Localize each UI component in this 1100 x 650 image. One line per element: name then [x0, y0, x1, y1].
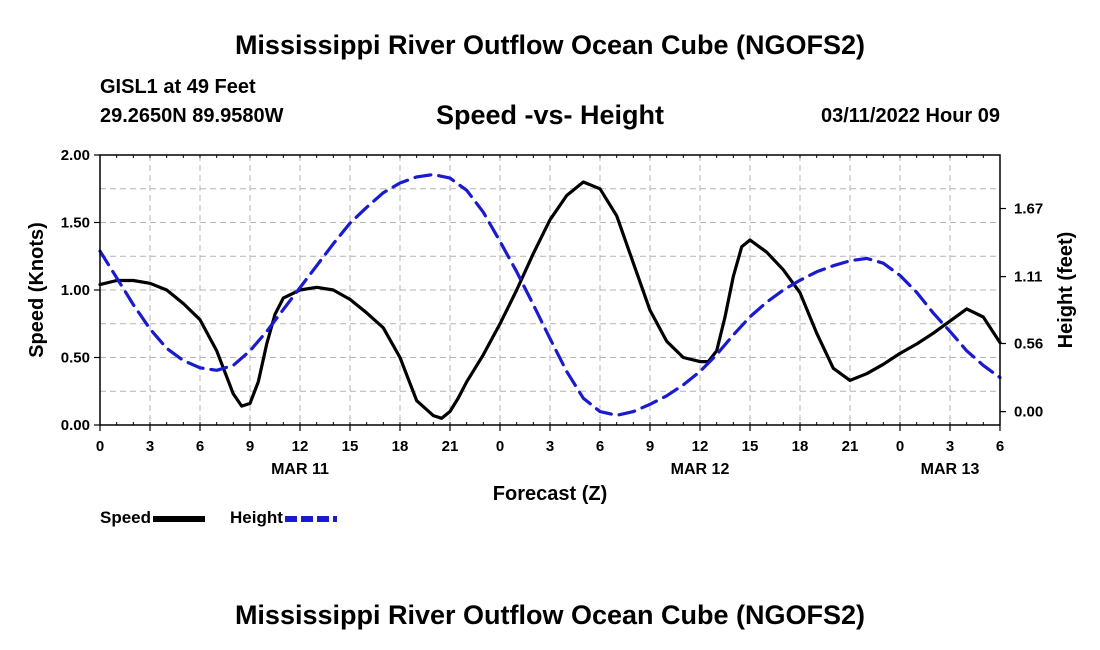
legend-speed-swatch	[153, 515, 206, 522]
y-tick-label-right: 0.00	[1014, 404, 1043, 421]
series-height-line	[98, 172, 1002, 417]
y-tick-label-right: 1.67	[1014, 201, 1043, 218]
legend-speed-label: Speed	[100, 508, 152, 527]
grid-lines	[100, 155, 1000, 425]
x-tick-label: 21	[842, 438, 859, 455]
legend-height-label: Height	[230, 508, 283, 527]
legend-height-swatch	[284, 515, 337, 522]
chart-main-title: Mississippi River Outflow Ocean Cube (NG…	[234, 30, 866, 60]
x-tick-label: 0	[496, 438, 504, 455]
y-tick-label-left: 0.00	[61, 417, 90, 434]
axes: 0 3 6 9 12 15 18 21 0 3 6 9 12 15 18 21 0 3 6 MAR 11 MAR 12 M…	[61, 147, 1043, 478]
x-tick-label: 15	[342, 438, 359, 455]
x-tick-label: 12	[692, 438, 709, 455]
x-tick-label: 15	[742, 438, 759, 455]
x-tick-label: 3	[946, 438, 954, 455]
x-tick-label: 0	[896, 438, 904, 455]
legend-speed: Speed	[100, 508, 206, 528]
chart-subtitle: Speed -vs- Height	[435, 100, 665, 130]
date-label: MAR 13	[921, 461, 980, 478]
y-axis-label-right: Height (feet)	[1055, 232, 1077, 349]
date-label: MAR 12	[671, 461, 730, 478]
run-time: 03/11/2022 Hour 09	[820, 105, 1000, 127]
station-name: GISL1 at 49 Feet	[100, 76, 256, 98]
x-tick-label: 9	[246, 438, 254, 455]
bottom-title: Mississippi River Outflow Ocean Cube (NG…	[234, 600, 866, 630]
y-tick-label-left: 2.00	[61, 147, 90, 164]
x-tick-label: 21	[442, 438, 459, 455]
x-tick-label: 6	[196, 438, 204, 455]
x-tick-label: 9	[646, 438, 654, 455]
x-tick-label: 18	[392, 438, 409, 455]
series-speed-line	[98, 180, 1002, 420]
x-tick-label: 3	[146, 438, 154, 455]
y-tick-label-left: 1.50	[61, 215, 90, 232]
y-axis-label-left: Speed (Knots)	[26, 222, 48, 358]
x-tick-label: 3	[546, 438, 554, 455]
x-tick-label: 6	[996, 438, 1004, 455]
y-tick-label-right: 1.11	[1014, 269, 1042, 286]
y-tick-label-right: 0.56	[1014, 336, 1043, 353]
x-tick-label: 12	[292, 438, 309, 455]
plot-area	[98, 172, 1002, 420]
x-tick-label: 6	[596, 438, 604, 455]
x-tick-label: 0	[96, 438, 104, 455]
x-tick-label: 18	[792, 438, 809, 455]
x-axis-label: Forecast (Z)	[493, 483, 607, 505]
legend-height: Height	[230, 508, 337, 528]
date-label: MAR 11	[271, 461, 329, 478]
station-coordinates: 29.2650N 89.9580W	[100, 105, 284, 127]
y-tick-label-left: 1.00	[61, 282, 90, 299]
y-tick-label-left: 0.50	[61, 350, 90, 367]
